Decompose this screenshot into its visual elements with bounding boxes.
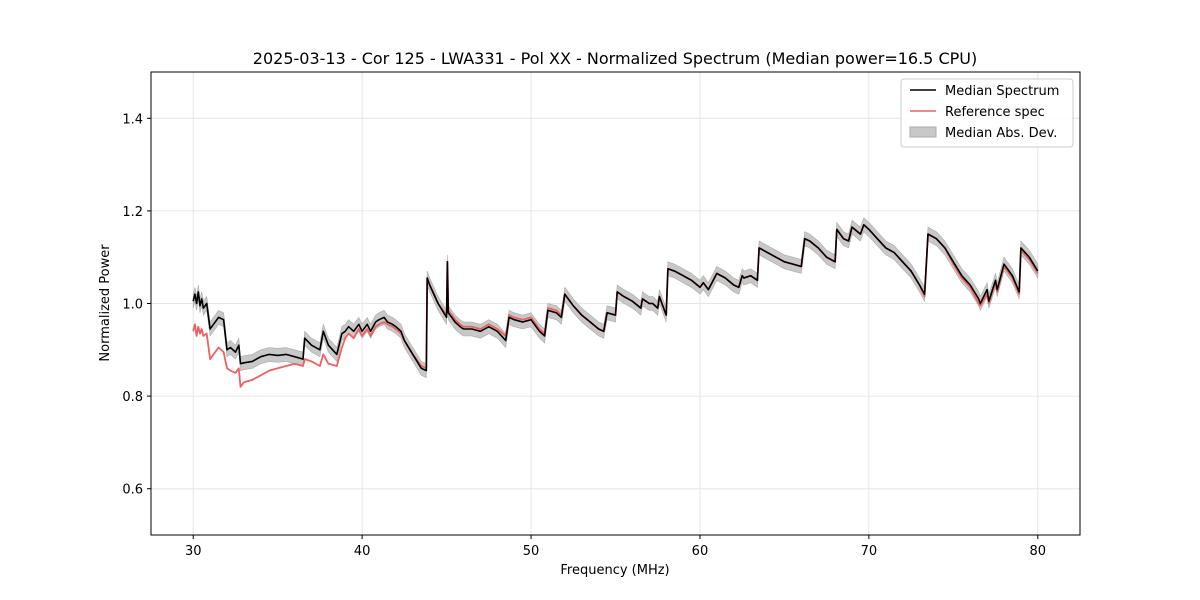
x-tick-label: 50 [523, 544, 540, 559]
legend: Median Spectrum Reference spec Median Ab… [900, 78, 1074, 148]
x-tick-label: 30 [185, 544, 202, 559]
x-tick-label: 70 [861, 544, 878, 559]
x-tick-label: 80 [1029, 544, 1046, 559]
y-tick-label: 0.8 [122, 390, 143, 405]
y-tick-label: 0.6 [122, 483, 143, 498]
y-axis-label: Normalized Power [98, 244, 113, 362]
legend-box [900, 78, 1074, 148]
x-tick-label: 60 [692, 544, 709, 559]
legend-reference-label: Reference spec [945, 105, 1045, 120]
y-tick-label: 1.2 [122, 205, 143, 220]
x-tick-label: 40 [354, 544, 371, 559]
legend-median-label: Median Spectrum [945, 84, 1059, 99]
legend-mad-swatch [909, 126, 937, 138]
x-axis-ticks: 30 40 50 60 70 80 [185, 535, 1046, 559]
median-spectrum-line [192, 224, 1039, 372]
x-axis-label: Frequency (MHz) [560, 563, 669, 578]
legend-mad-label: Median Abs. Dev. [945, 126, 1057, 141]
median-series-layer [192, 224, 1039, 372]
chart-title: 2025-03-13 - Cor 125 - LWA331 - Pol XX -… [253, 49, 977, 68]
y-axis-ticks: 0.6 0.8 1.0 1.2 1.4 [122, 112, 151, 498]
y-tick-label: 1.4 [122, 112, 143, 127]
y-tick-label: 1.0 [122, 298, 143, 313]
